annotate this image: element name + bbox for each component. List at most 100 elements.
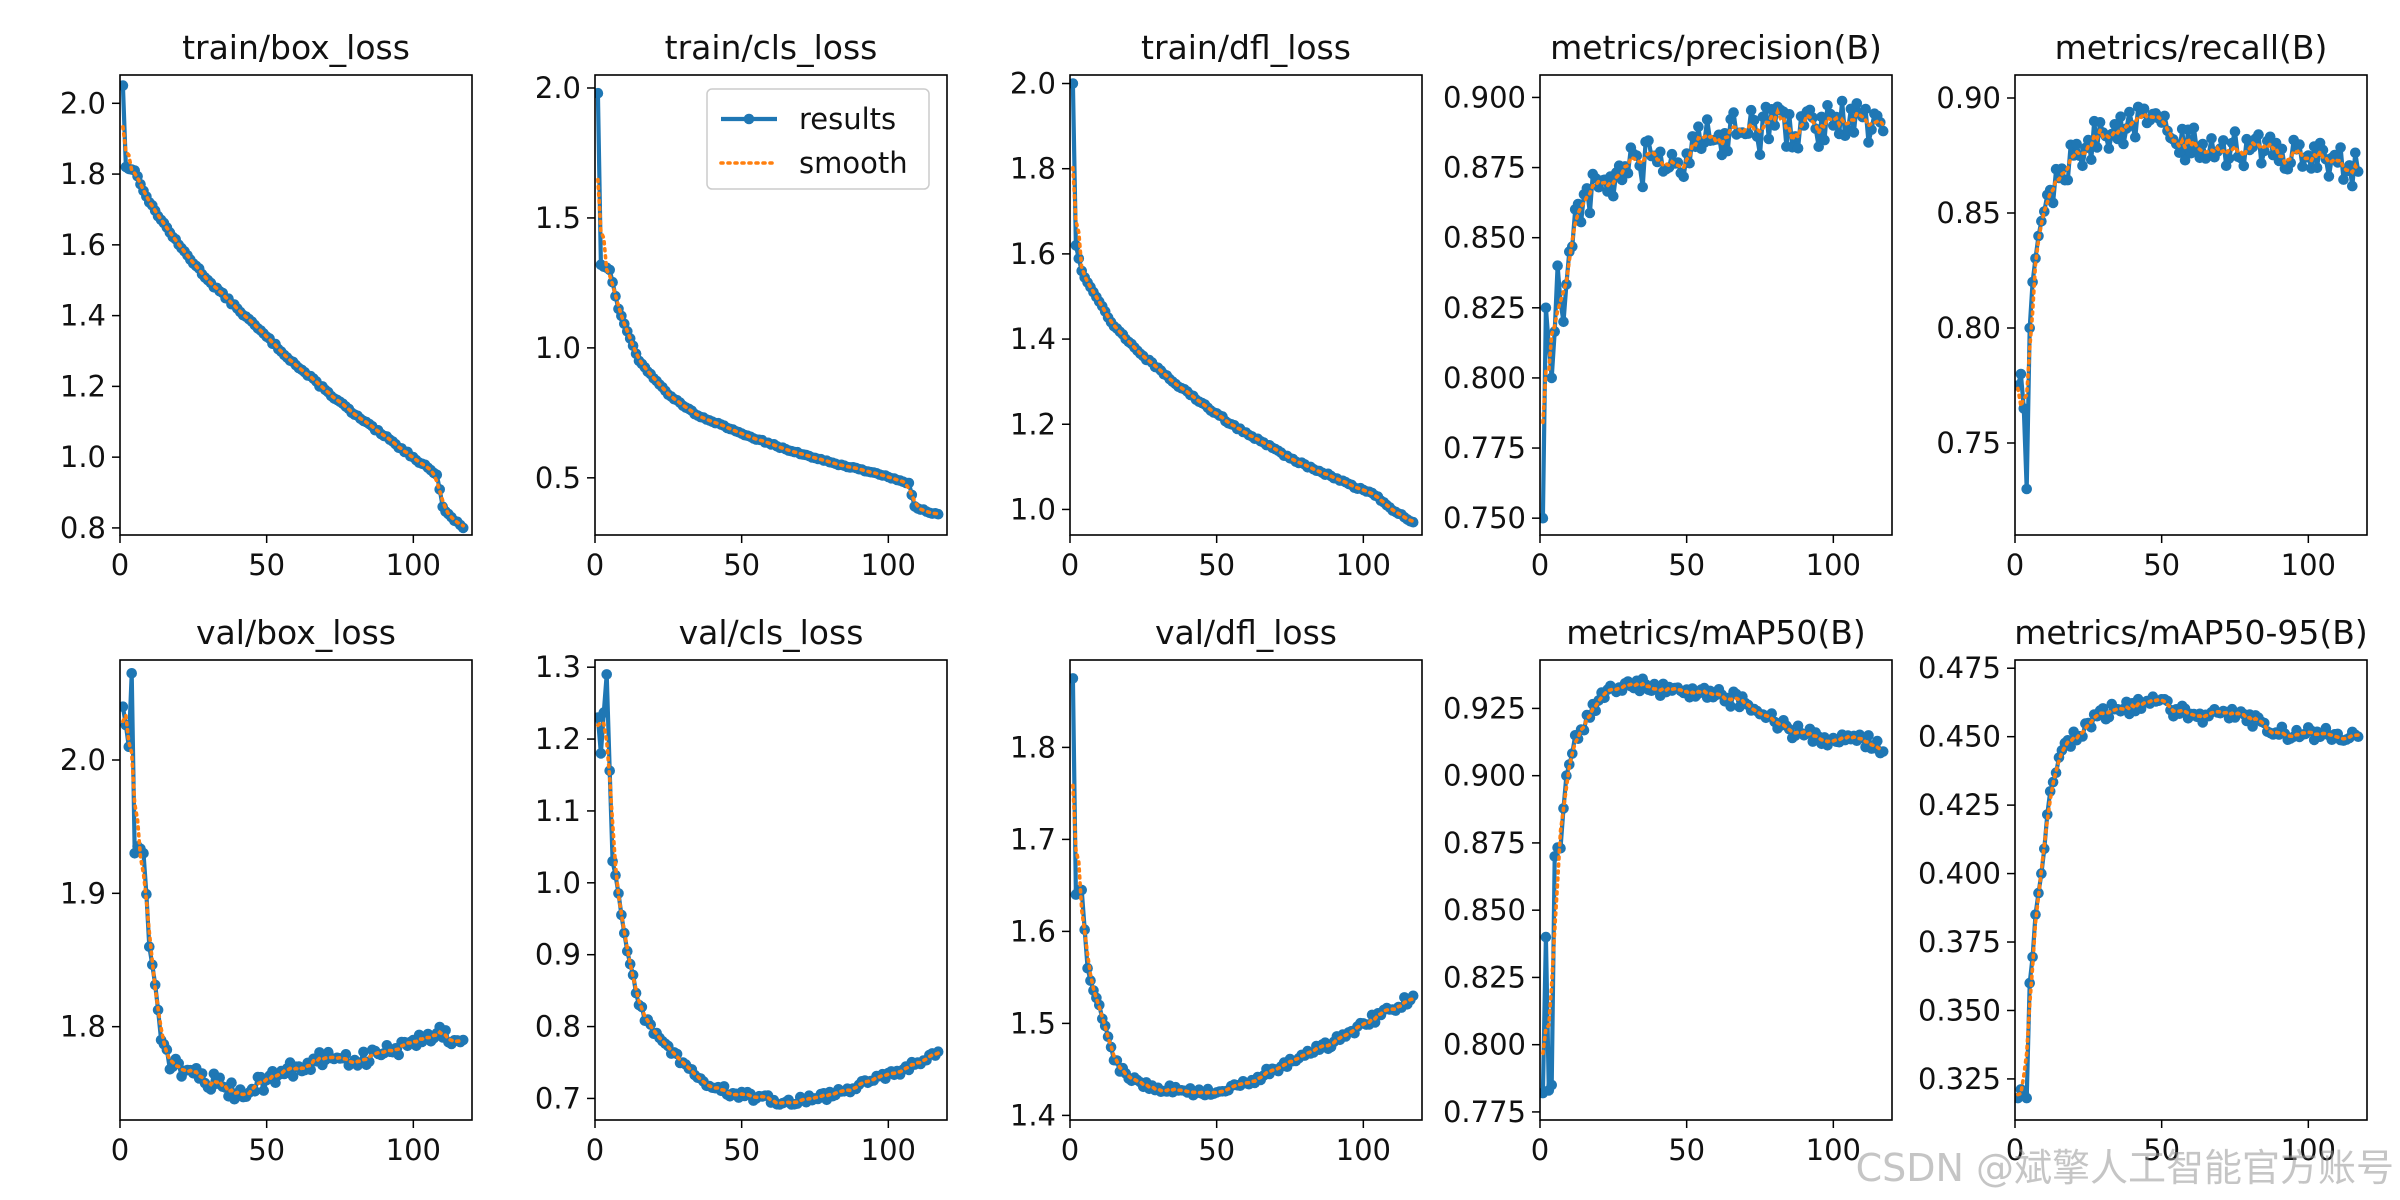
- y-tick-label: 0.900: [1443, 80, 1526, 114]
- results-point: [1079, 924, 1090, 935]
- y-tick-label: 0.350: [1918, 993, 2001, 1027]
- results-point: [1575, 216, 1587, 228]
- y-tick-label: 0.825: [1443, 291, 1526, 325]
- chart-panel: train/box_loss 0 50 100 0.8 1.0 1.2 1.4 1.6 1.8 2.…: [60, 28, 473, 582]
- results-point: [2115, 111, 2126, 122]
- results-point: [1751, 131, 1763, 142]
- results-point: [932, 508, 944, 520]
- results-point: [2094, 117, 2106, 128]
- y-tick-label: 0.9: [535, 938, 581, 972]
- y-tick-label: 2.0: [60, 86, 106, 120]
- x-tick-label: 0: [1061, 548, 1079, 582]
- results-point: [1748, 114, 1760, 126]
- y-tick-label: 0.875: [1443, 151, 1526, 185]
- x-tick-label: 50: [723, 548, 760, 582]
- plot-frame: [1539, 659, 1893, 1121]
- results-point: [2229, 126, 2241, 137]
- results-point: [1655, 146, 1666, 158]
- results-point: [1546, 372, 1557, 384]
- results-point: [2086, 154, 2097, 165]
- results-point: [1546, 1079, 1557, 1091]
- chart-title: val/cls_loss: [679, 613, 864, 652]
- results-point: [1070, 78, 1079, 89]
- results-point: [2223, 153, 2235, 164]
- results-point: [624, 958, 636, 970]
- results-point: [1070, 673, 1079, 684]
- results-point: [1872, 735, 1883, 747]
- y-tick-label: 1.1: [535, 794, 581, 828]
- y-tick-label: 1.6: [1010, 914, 1056, 948]
- results-point: [2071, 138, 2082, 150]
- results-point: [1540, 512, 1549, 524]
- x-tick-label: 50: [1668, 548, 1705, 582]
- legend-results-label: results: [799, 102, 896, 136]
- plot-frame: [2014, 74, 2368, 536]
- y-tick-label: 0.800: [1443, 361, 1526, 395]
- x-tick-label: 100: [386, 548, 441, 582]
- results-point: [2015, 368, 2027, 380]
- results-point: [1608, 190, 1619, 202]
- results-point: [2238, 160, 2250, 172]
- chart-title: val/box_loss: [196, 613, 396, 652]
- chart-panel: val/cls_loss 0 50 100 0.7 0.8 0.9 1.0 1.1 1.2 1.3: [535, 613, 948, 1167]
- chart-title: metrics/precision(B): [1550, 28, 1882, 67]
- y-tick-label: 2.0: [1010, 67, 1056, 101]
- plot-frame: [1069, 74, 1423, 536]
- smooth-line: [596, 177, 941, 516]
- results-point: [120, 80, 129, 91]
- results-point: [1819, 134, 1830, 146]
- legend: results smooth: [706, 88, 930, 190]
- x-tick-label: 50: [248, 548, 285, 582]
- x-tick-label: 100: [386, 1133, 441, 1167]
- y-tick-label: 0.775: [1443, 1095, 1526, 1129]
- series-group: [120, 80, 469, 534]
- x-tick-label: 50: [1198, 1133, 1235, 1167]
- series-group: [595, 669, 944, 1110]
- smooth-line: [121, 709, 466, 1097]
- chart-title: metrics/mAP50(B): [1566, 613, 1866, 652]
- results-point: [287, 1071, 299, 1082]
- y-tick-label: 1.4: [1010, 1098, 1056, 1132]
- x-tick-label: 100: [1806, 1133, 1861, 1167]
- y-tick-label: 0.8: [60, 511, 106, 545]
- x-tick-label: 100: [2281, 1133, 2336, 1167]
- results-point: [440, 1025, 451, 1036]
- results-point: [1784, 109, 1795, 120]
- smooth-line: [1541, 681, 1885, 1056]
- series-group: [120, 668, 469, 1105]
- y-tick-label: 0.8: [535, 1010, 581, 1044]
- smooth-line: [121, 125, 466, 528]
- series-group: [1540, 95, 1889, 524]
- results-point: [457, 522, 469, 534]
- results-point: [1860, 103, 1871, 115]
- chart-title: train/box_loss: [182, 28, 410, 67]
- x-tick-label: 0: [111, 1133, 129, 1167]
- x-tick-label: 50: [248, 1133, 285, 1167]
- x-tick-label: 50: [2143, 548, 2180, 582]
- results-point: [1722, 145, 1733, 157]
- results-point: [1754, 149, 1766, 161]
- x-tick-label: 0: [2006, 548, 2024, 582]
- chart-panel: val/box_loss 0 50 100 1.8 1.9 2.0: [60, 613, 473, 1167]
- results-point: [2247, 721, 2258, 732]
- x-tick-label: 100: [1336, 548, 1391, 582]
- results-point: [457, 1034, 469, 1046]
- results-point: [2297, 161, 2308, 172]
- results-point: [1599, 692, 1610, 704]
- y-tick-label: 1.2: [60, 369, 106, 403]
- x-tick-label: 100: [1806, 548, 1861, 582]
- results-point: [2138, 103, 2150, 115]
- results-point: [2294, 139, 2305, 150]
- results-point: [1687, 131, 1698, 142]
- results-point: [1070, 240, 1082, 251]
- y-tick-label: 1.6: [1010, 237, 1056, 271]
- plot-frame: [119, 74, 473, 536]
- y-tick-label: 1.4: [60, 299, 106, 333]
- results-point: [1863, 730, 1874, 741]
- y-tick-label: 2.0: [60, 743, 106, 777]
- smooth-line: [596, 720, 941, 1106]
- y-tick-label: 0.825: [1443, 960, 1526, 994]
- series-group: [2015, 691, 2364, 1104]
- results-point: [1584, 207, 1596, 219]
- results-point: [1816, 111, 1827, 123]
